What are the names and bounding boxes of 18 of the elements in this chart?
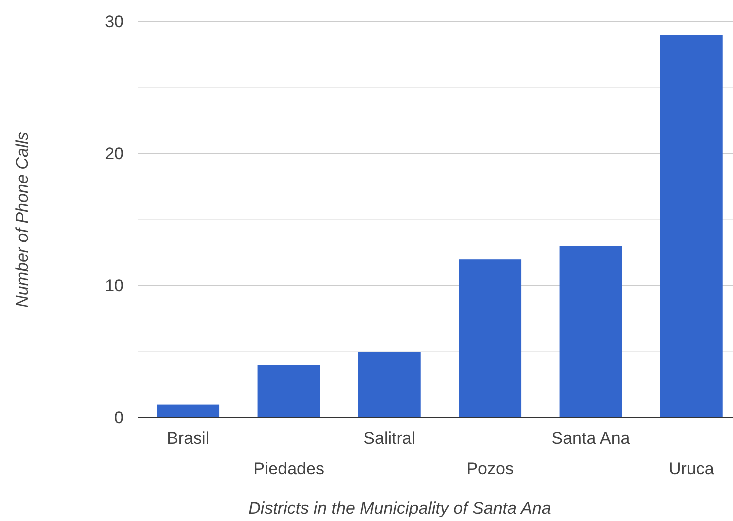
bar — [560, 246, 622, 418]
x-tick-label: Brasil — [167, 429, 210, 448]
y-tick-label: 10 — [105, 276, 124, 296]
bar — [258, 365, 320, 418]
y-tick-label: 20 — [105, 144, 124, 164]
x-tick-label: Pozos — [466, 460, 514, 478]
bar — [358, 352, 421, 418]
bar — [459, 260, 522, 418]
y-tick-label: 0 — [114, 408, 124, 428]
x-tick-label: Piedades — [254, 460, 324, 478]
y-tick-label: 30 — [105, 12, 124, 32]
x-axis-title: Districts in the Municipality of Santa Ana — [248, 499, 552, 518]
bar — [157, 404, 220, 418]
x-tick-label: Santa Ana — [552, 429, 631, 448]
x-tick-label: Uruca — [668, 460, 715, 478]
x-tick-label: Salitral — [364, 429, 416, 448]
y-axis-title: Number of Phone Calls — [13, 132, 32, 308]
bar — [660, 35, 723, 418]
